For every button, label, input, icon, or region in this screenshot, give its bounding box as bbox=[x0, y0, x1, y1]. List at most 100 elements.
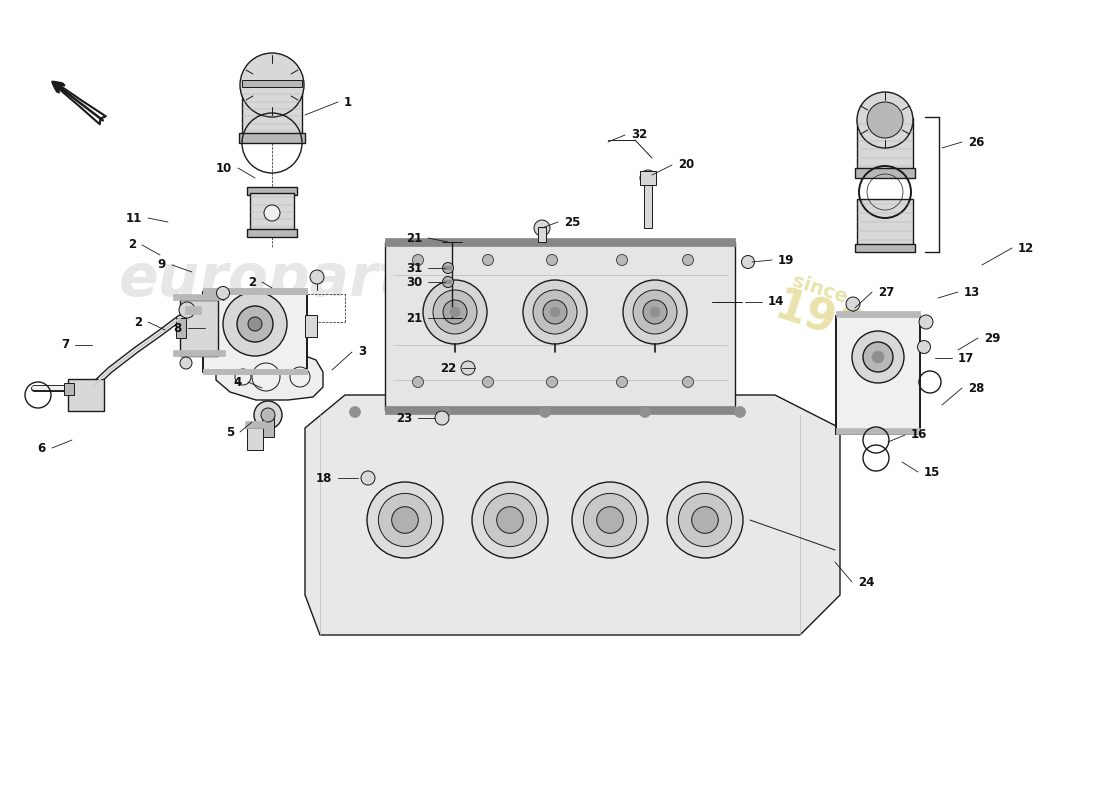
Circle shape bbox=[483, 494, 537, 546]
Bar bbox=[250, 193, 294, 230]
Circle shape bbox=[472, 482, 548, 558]
Text: 2: 2 bbox=[128, 238, 136, 251]
Bar bbox=[204, 292, 307, 372]
Bar bbox=[836, 428, 920, 434]
Bar bbox=[242, 80, 302, 87]
Circle shape bbox=[252, 363, 280, 391]
Text: 10: 10 bbox=[216, 162, 232, 174]
Circle shape bbox=[857, 92, 913, 148]
Text: since: since bbox=[790, 272, 850, 308]
Circle shape bbox=[522, 280, 587, 344]
Circle shape bbox=[639, 406, 650, 418]
Circle shape bbox=[539, 406, 550, 418]
Text: 1: 1 bbox=[344, 95, 352, 109]
Text: 19: 19 bbox=[778, 254, 794, 266]
Circle shape bbox=[248, 317, 262, 331]
Bar bbox=[185, 306, 201, 314]
Text: 6: 6 bbox=[37, 442, 46, 454]
Bar bbox=[640, 171, 656, 185]
Bar bbox=[836, 311, 920, 317]
Bar bbox=[444, 280, 452, 284]
Text: 12: 12 bbox=[1018, 242, 1034, 254]
Circle shape bbox=[632, 290, 676, 334]
Circle shape bbox=[254, 401, 282, 429]
Circle shape bbox=[650, 307, 660, 317]
Circle shape bbox=[433, 290, 477, 334]
Circle shape bbox=[378, 494, 431, 546]
Circle shape bbox=[547, 254, 558, 266]
Bar bbox=[248, 428, 263, 450]
Bar bbox=[64, 383, 74, 395]
Circle shape bbox=[735, 406, 746, 418]
Text: 30: 30 bbox=[406, 275, 422, 289]
Circle shape bbox=[264, 205, 280, 221]
Text: 11: 11 bbox=[125, 211, 142, 225]
Circle shape bbox=[682, 377, 693, 387]
Circle shape bbox=[616, 254, 627, 266]
Circle shape bbox=[644, 300, 667, 324]
Circle shape bbox=[412, 377, 424, 387]
Circle shape bbox=[434, 411, 449, 425]
Bar bbox=[385, 406, 735, 414]
Circle shape bbox=[872, 351, 884, 363]
Bar bbox=[242, 83, 302, 135]
Circle shape bbox=[852, 331, 904, 383]
Bar bbox=[836, 316, 920, 434]
Circle shape bbox=[236, 306, 273, 342]
Circle shape bbox=[550, 307, 560, 317]
Bar bbox=[855, 168, 915, 178]
Circle shape bbox=[240, 53, 304, 117]
Circle shape bbox=[367, 482, 443, 558]
Circle shape bbox=[483, 377, 494, 387]
Text: 14: 14 bbox=[768, 295, 784, 309]
Circle shape bbox=[616, 377, 627, 387]
Circle shape bbox=[547, 377, 558, 387]
Bar bbox=[192, 315, 205, 337]
Circle shape bbox=[572, 482, 648, 558]
Bar bbox=[239, 133, 305, 143]
Text: 8: 8 bbox=[174, 322, 182, 334]
Circle shape bbox=[217, 286, 230, 299]
Text: a passion for performance: a passion for performance bbox=[336, 436, 664, 524]
Text: 25: 25 bbox=[564, 215, 581, 229]
Text: 18: 18 bbox=[316, 471, 332, 485]
Circle shape bbox=[180, 357, 192, 369]
Circle shape bbox=[412, 254, 424, 266]
Circle shape bbox=[583, 494, 637, 546]
Bar bbox=[68, 379, 104, 411]
Text: 4: 4 bbox=[233, 375, 242, 389]
Bar bbox=[173, 350, 225, 356]
Circle shape bbox=[692, 506, 718, 534]
Bar bbox=[173, 294, 225, 300]
Circle shape bbox=[596, 506, 624, 534]
Text: 32: 32 bbox=[631, 129, 647, 142]
Bar bbox=[305, 315, 317, 337]
Bar bbox=[248, 187, 297, 195]
Text: europarts: europarts bbox=[119, 251, 441, 309]
Circle shape bbox=[424, 280, 487, 344]
Circle shape bbox=[679, 494, 732, 546]
Text: 15: 15 bbox=[924, 466, 940, 478]
Circle shape bbox=[392, 506, 418, 534]
Circle shape bbox=[846, 297, 860, 311]
Circle shape bbox=[443, 300, 468, 324]
Circle shape bbox=[179, 302, 195, 318]
Circle shape bbox=[442, 277, 453, 287]
Bar bbox=[385, 238, 735, 246]
Circle shape bbox=[917, 341, 931, 354]
Bar bbox=[444, 266, 452, 270]
Text: 2: 2 bbox=[134, 315, 142, 329]
Text: 21: 21 bbox=[406, 231, 422, 245]
Circle shape bbox=[534, 290, 578, 334]
Circle shape bbox=[483, 254, 494, 266]
Text: 17: 17 bbox=[958, 351, 975, 365]
Circle shape bbox=[350, 406, 361, 418]
Circle shape bbox=[442, 262, 453, 274]
Bar bbox=[204, 369, 307, 374]
Circle shape bbox=[290, 367, 310, 387]
Circle shape bbox=[682, 254, 693, 266]
Bar bbox=[180, 300, 218, 356]
Text: 20: 20 bbox=[678, 158, 694, 171]
Circle shape bbox=[623, 280, 688, 344]
Text: 13: 13 bbox=[964, 286, 980, 298]
